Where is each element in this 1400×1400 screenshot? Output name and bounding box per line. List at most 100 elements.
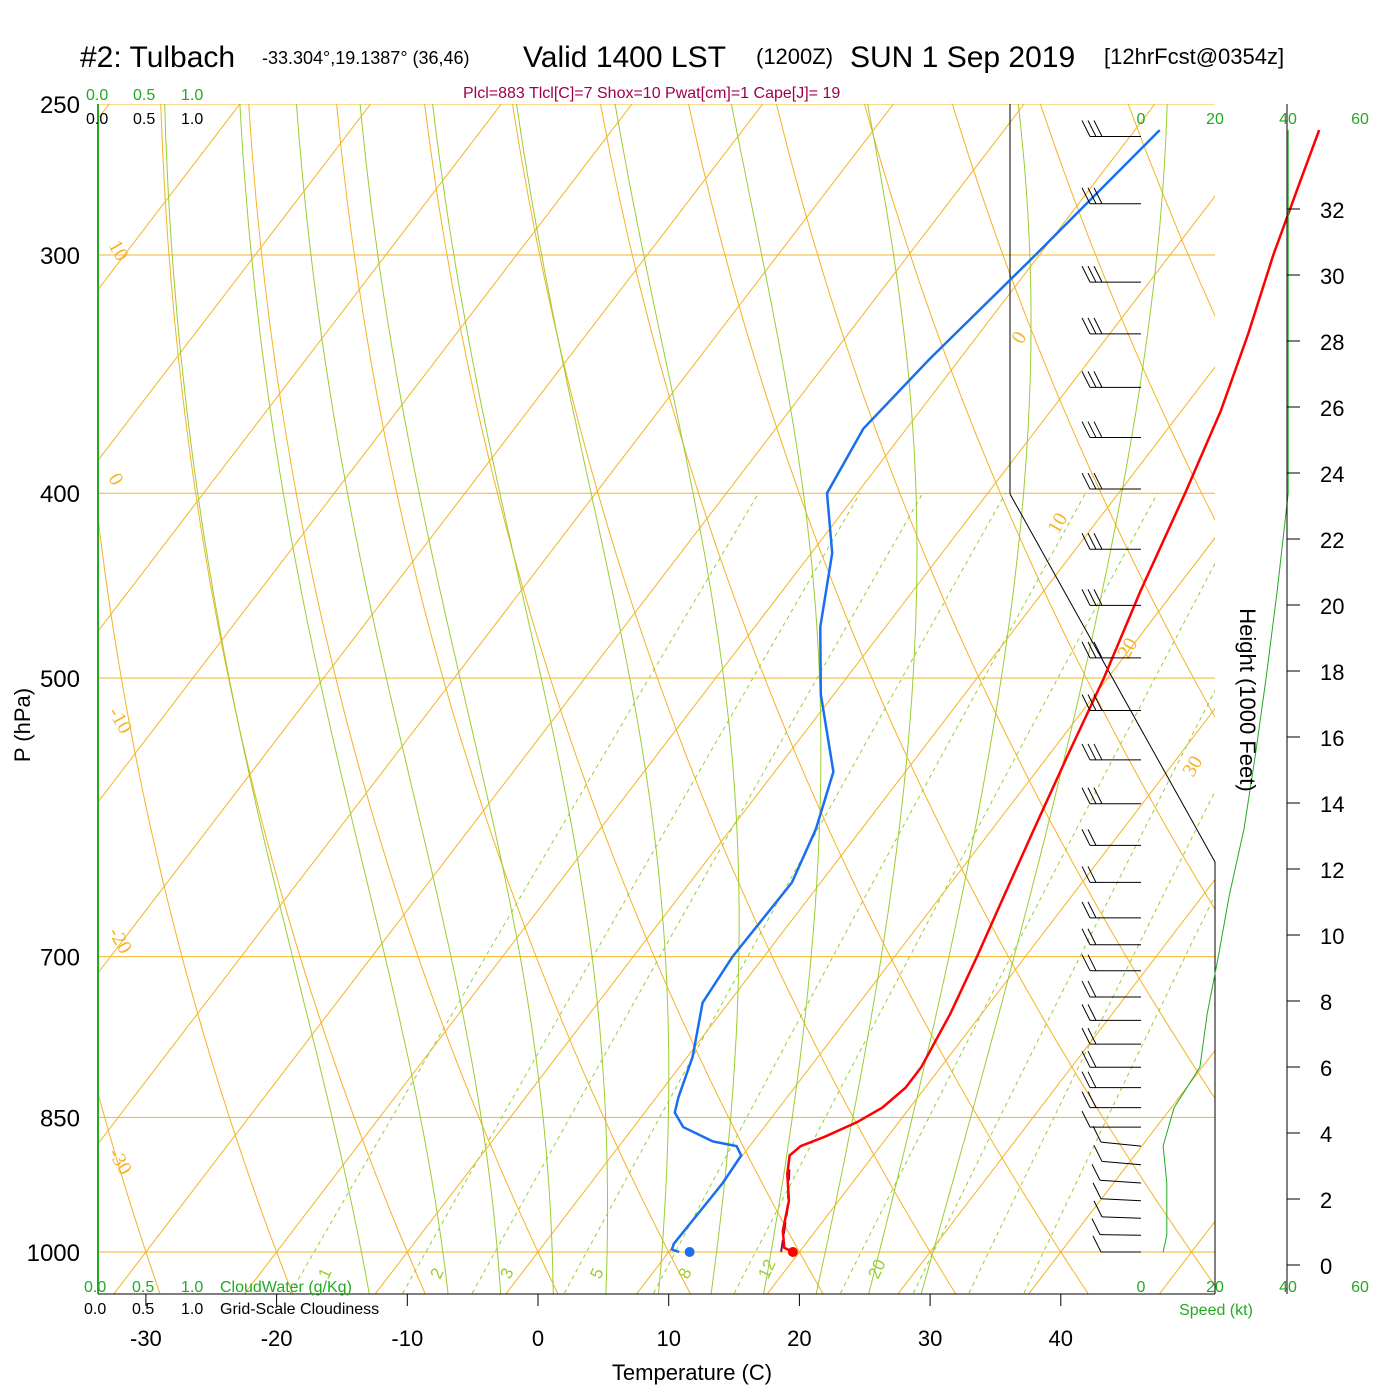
wind-barb-flag (1087, 641, 1097, 659)
speed-tick-bottom: 20 (1206, 1279, 1224, 1296)
speed-tick-bottom: 0 (1137, 1279, 1146, 1296)
mixing-ratio-line (563, 492, 1006, 1294)
mixing-ratio-label: 5 (586, 1265, 607, 1282)
wind-barb-flag (1087, 787, 1097, 804)
mixing-ratio-line (839, 562, 1215, 1294)
moist-adiabat (239, 104, 449, 1294)
surface-temperature-dot (787, 1247, 798, 1257)
x-tick-label: 40 (1049, 1326, 1073, 1351)
mixing-ratio-line (912, 689, 1215, 1294)
wind-barb-flag (1093, 787, 1103, 804)
wind-barb-flag (1081, 641, 1091, 659)
dry-adiabat (424, 104, 824, 1294)
wind-barb-flag (1093, 641, 1103, 659)
isotherm-line (897, 878, 1215, 1294)
height-tick-label: 16 (1320, 726, 1344, 751)
isotherm-line (374, 195, 1215, 1294)
wind-barb-flag (1093, 533, 1103, 550)
temperature-axis-ticks: -30 -20 -10 0 10 20 30 40 (130, 1294, 1073, 1351)
mixing-ratio-line (733, 492, 1158, 1294)
wind-barb-flag (1093, 187, 1103, 204)
top-cloudiness-tick: 1.0 (181, 111, 203, 128)
wind-speed-profile (1162, 130, 1289, 1253)
station-coords: -33.304°,19.1387° (36,46) (262, 48, 470, 68)
isotherm-label: 10 (1043, 509, 1072, 537)
speed-tick-top: 40 (1279, 111, 1297, 128)
dry-adiabat (687, 104, 1215, 1287)
isotherm-line (505, 366, 1215, 1294)
wind-barb-flag (1087, 317, 1097, 335)
x-tick-label: 30 (918, 1326, 942, 1351)
speed-tick-bottom: 40 (1279, 1279, 1297, 1296)
wind-barb-flag (1091, 1164, 1101, 1181)
dewpoint-trace (670, 129, 1161, 1254)
top-cloudiness-tick: 0.5 (133, 111, 155, 128)
wind-barb-flag (1093, 120, 1103, 137)
x-tick-label: -20 (261, 1326, 293, 1351)
dry-adiabat (160, 104, 426, 1294)
wind-barb-flag (1081, 317, 1091, 335)
wind-barb-flag (1087, 120, 1097, 137)
y-tick-label: 300 (40, 243, 80, 270)
plot-frame (97, 104, 1216, 1295)
height-tick-label: 14 (1320, 792, 1344, 817)
y-tick-label: 1000 (27, 1240, 80, 1267)
wind-barb-flag (1081, 120, 1091, 137)
wind-barb-flag (1081, 533, 1091, 550)
wind-barb-flag (1087, 743, 1097, 761)
wind-barb-flag (1081, 1004, 1091, 1021)
sounding-traces (670, 129, 1321, 1257)
x-axis-title: Temperature (C) (612, 1360, 772, 1385)
top-cloud-scales: 0.0 0.5 1.0 0.0 0.5 1.0 (86, 87, 203, 128)
height-axis-title: Height (1000 Feet) (1235, 608, 1260, 791)
isotherm-label: 0 (104, 470, 128, 490)
wind-barb-flag (1081, 928, 1091, 945)
dry-adiabat (0, 53, 29, 1301)
moist-adiabat (815, 104, 918, 1294)
dry-adiabat (336, 104, 692, 1294)
wind-barb (1101, 1216, 1142, 1219)
height-tick-label: 4 (1320, 1122, 1332, 1147)
dry-adiabat (1039, 104, 1215, 522)
wind-speed-line (1162, 130, 1289, 1253)
cloudiness-label: Grid-Scale Cloudiness (220, 1301, 379, 1318)
height-tick-label: 20 (1320, 594, 1344, 619)
height-tick-label: 6 (1320, 1056, 1332, 1081)
x-tick-label: 10 (656, 1326, 680, 1351)
wind-barb-flag (1093, 265, 1103, 283)
wind-barb-flag (1087, 1027, 1097, 1045)
temperature-trace (781, 129, 1321, 1254)
x-tick-label: 0 (532, 1326, 544, 1351)
speed-tick-top: 20 (1206, 111, 1224, 128)
wind-barb-flag (1087, 589, 1097, 606)
speed-axis-label: Speed (kt) (1179, 1302, 1253, 1319)
wind-barb-flag (1081, 954, 1091, 971)
height-tick-label: 0 (1320, 1254, 1332, 1279)
dry-adiabat (98, 514, 294, 1294)
wind-barb-flag (1087, 954, 1097, 971)
height-tick-label: 32 (1320, 198, 1344, 223)
forecast-info: [12hrFcst@0354z] (1104, 44, 1284, 69)
height-tick-label: 10 (1320, 924, 1344, 949)
zulu-time: (1200Z) (756, 44, 833, 69)
mixing-ratio-line (401, 492, 861, 1294)
height-tick-label: 26 (1320, 396, 1344, 421)
wind-barb-flag (1087, 980, 1097, 998)
wind-barb-flag (1093, 589, 1103, 606)
height-tick-label: 12 (1320, 858, 1344, 883)
wind-barb-flag (1081, 694, 1091, 711)
isotherm-line (1158, 1220, 1215, 1294)
wind-barb-flag (1093, 472, 1103, 490)
top-cloudwater-tick: 0.0 (86, 87, 108, 104)
height-tick-label: 28 (1320, 330, 1344, 355)
wind-barb-flag (1091, 1218, 1101, 1235)
wind-barb-flag (1087, 694, 1097, 711)
wind-barb-flag (1093, 1145, 1103, 1162)
wind-barb-flag (1081, 421, 1091, 438)
mixing-ratio-line (652, 492, 1086, 1294)
isotherm-label: 30 (1178, 752, 1207, 780)
top-cloudwater-tick: 1.0 (181, 87, 203, 104)
wind-barb-flag (1087, 1091, 1097, 1108)
speed-tick-top: 0 (1137, 111, 1146, 128)
